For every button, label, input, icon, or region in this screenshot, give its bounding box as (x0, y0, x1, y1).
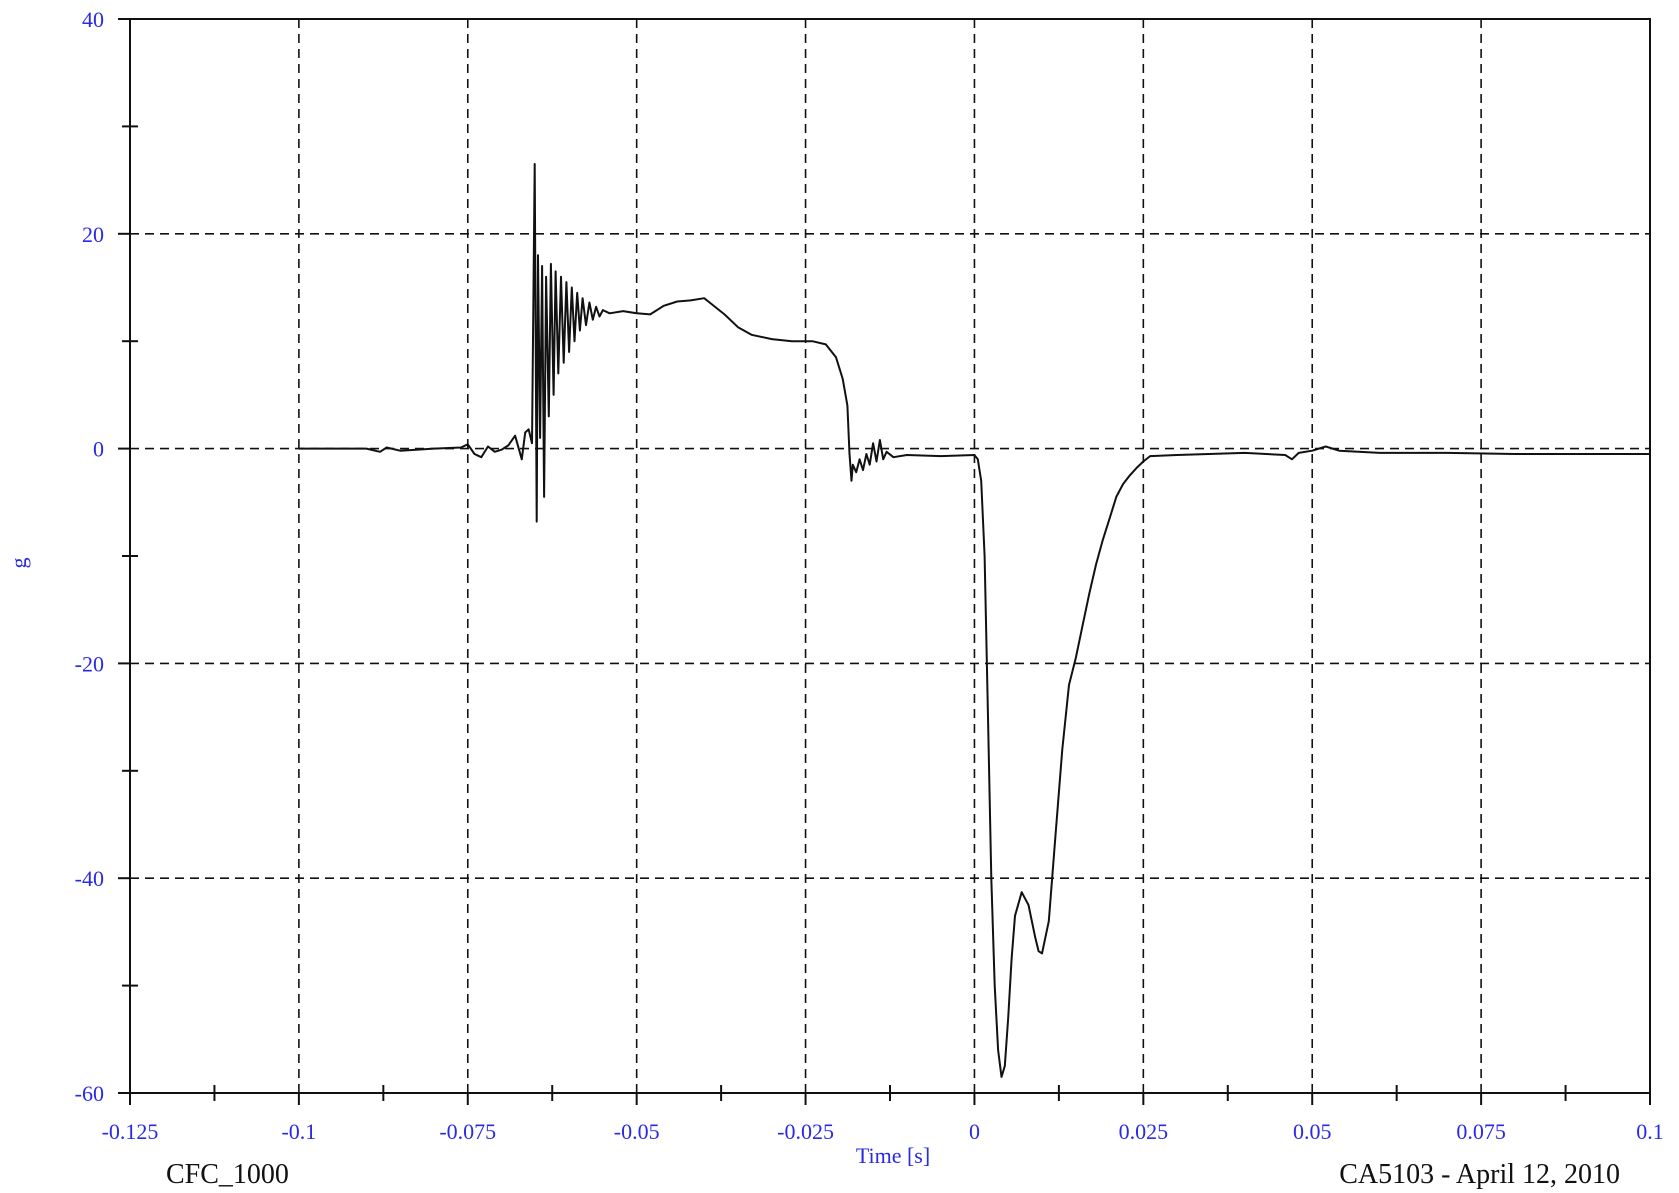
y-tick-label: 0 (93, 437, 104, 462)
x-tick-label: -0.1 (281, 1119, 316, 1144)
x-tick-label: 0.075 (1456, 1119, 1506, 1144)
x-tick-label: 0 (969, 1119, 980, 1144)
y-tick-label: -40 (75, 866, 104, 891)
x-tick-labels: -0.125 -0.1 -0.075 -0.05 -0.025 0 0.025 0.05 0.0… (102, 1119, 1664, 1144)
x-axis-title: Time [s] (856, 1143, 930, 1168)
axis-ticks (118, 18, 1651, 1105)
x-tick-label: 0.025 (1119, 1119, 1169, 1144)
grid-lines (130, 19, 1650, 1093)
y-tick-label: -20 (75, 651, 104, 676)
y-tick-label: 20 (82, 222, 104, 247)
footer-test-label: CA5103 - April 12, 2010 (1339, 1159, 1620, 1190)
x-tick-label: -0.05 (614, 1119, 660, 1144)
x-tick-label: -0.125 (102, 1119, 159, 1144)
y-axis-title: g (6, 558, 31, 569)
y-tick-label: -60 (75, 1081, 104, 1106)
plot-frame (129, 18, 1651, 1094)
x-tick-label: 0.1 (1636, 1119, 1664, 1144)
series-line (298, 163, 1650, 1078)
x-tick-label: 0.05 (1293, 1119, 1332, 1144)
x-tick-label: -0.025 (777, 1119, 834, 1144)
x-tick-label: -0.075 (439, 1119, 496, 1144)
footer-filter-label: CFC_1000 (166, 1159, 289, 1190)
y-tick-labels: 40 20 0 -20 -40 -60 (75, 7, 104, 1106)
y-tick-label: 40 (82, 7, 104, 32)
